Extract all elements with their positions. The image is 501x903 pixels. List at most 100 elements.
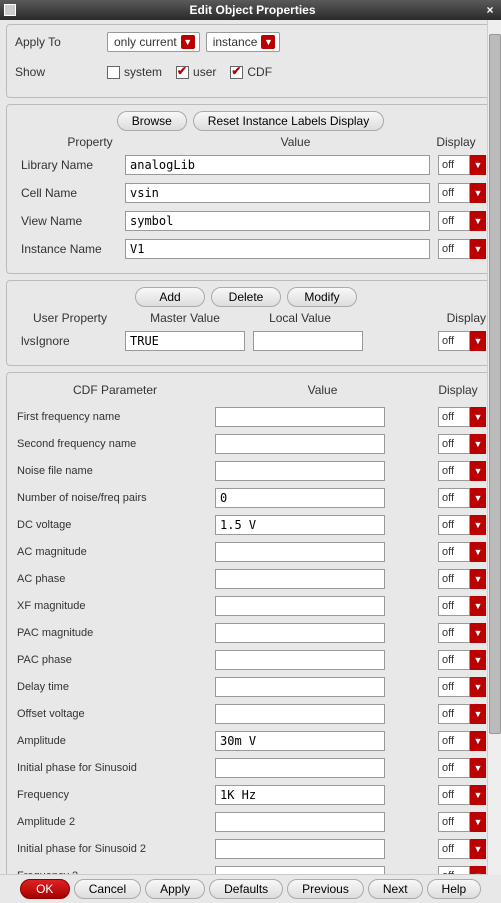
chevron-down-icon: [470, 407, 486, 427]
cdf-display-select[interactable]: off: [438, 650, 486, 670]
next-button[interactable]: Next: [368, 879, 423, 899]
delete-button[interactable]: Delete: [211, 287, 281, 307]
cdf-display-select[interactable]: off: [438, 731, 486, 751]
system-checkbox[interactable]: [107, 66, 120, 79]
cdf-input[interactable]: [215, 758, 385, 778]
chevron-down-icon: [470, 731, 486, 751]
cdf-input[interactable]: [215, 569, 385, 589]
prop-input[interactable]: [125, 239, 430, 259]
user-prop-label: lvsIgnore: [15, 334, 125, 348]
cdf-display-select[interactable]: off: [438, 569, 486, 589]
defaults-button[interactable]: Defaults: [209, 879, 283, 899]
prop-input[interactable]: [125, 183, 430, 203]
cdf-display-select[interactable]: off: [438, 515, 486, 535]
system-checkbox-label: system: [124, 65, 162, 79]
cdf-label: Initial phase for Sinusoid: [15, 762, 215, 774]
browse-button[interactable]: Browse: [117, 111, 187, 131]
reset-labels-button[interactable]: Reset Instance Labels Display: [193, 111, 384, 131]
ok-button[interactable]: OK: [20, 879, 70, 899]
scrollbar-thumb[interactable]: [489, 34, 501, 734]
bottom-button-bar: OK Cancel Apply Defaults Previous Next H…: [0, 874, 501, 903]
cdf-display-select[interactable]: off: [438, 488, 486, 508]
cdf-display-select[interactable]: off: [438, 542, 486, 562]
apply-to-instance-select[interactable]: instance: [206, 32, 281, 52]
local-value-input[interactable]: [253, 331, 363, 351]
property-panel: Browse Reset Instance Labels Display Pro…: [6, 104, 495, 274]
cdf-label: Frequency: [15, 789, 215, 801]
prop-display-select[interactable]: off: [438, 211, 486, 231]
cdf-panel: CDF Parameter Value Display First freque…: [6, 372, 495, 875]
cdf-display-select[interactable]: off: [438, 785, 486, 805]
show-label: Show: [15, 65, 107, 79]
cdf-label: Initial phase for Sinusoid 2: [15, 843, 215, 855]
master-value-input[interactable]: [125, 331, 245, 351]
cdf-input[interactable]: [215, 785, 385, 805]
cdf-display-select[interactable]: off: [438, 839, 486, 859]
apply-to-only-current-select[interactable]: only current: [107, 32, 200, 52]
header-display: Display: [426, 135, 486, 149]
close-icon[interactable]: ×: [483, 3, 497, 17]
cdf-input[interactable]: [215, 434, 385, 454]
prop-label: Library Name: [15, 158, 125, 172]
header-master-value: Master Value: [125, 311, 245, 325]
prop-display-select[interactable]: off: [438, 155, 486, 175]
apply-button[interactable]: Apply: [145, 879, 205, 899]
prop-input[interactable]: [125, 155, 430, 175]
apply-to-label: Apply To: [15, 35, 107, 49]
cdf-display-select[interactable]: off: [438, 596, 486, 616]
cdf-display-select[interactable]: off: [438, 434, 486, 454]
cdf-label: PAC magnitude: [15, 627, 215, 639]
cdf-display-select[interactable]: off: [438, 623, 486, 643]
cdf-input[interactable]: [215, 650, 385, 670]
cdf-input[interactable]: [215, 596, 385, 616]
cdf-checkbox[interactable]: [230, 66, 243, 79]
cdf-input[interactable]: [215, 704, 385, 724]
cdf-input[interactable]: [215, 731, 385, 751]
cdf-display-select[interactable]: off: [438, 812, 486, 832]
cdf-input[interactable]: [215, 812, 385, 832]
cdf-label: XF magnitude: [15, 600, 215, 612]
header-value: Value: [165, 135, 426, 149]
chevron-down-icon: [470, 650, 486, 670]
chevron-down-icon: [470, 812, 486, 832]
cdf-display-select[interactable]: off: [438, 677, 486, 697]
modify-button[interactable]: Modify: [287, 287, 357, 307]
cdf-label: Noise file name: [15, 465, 215, 477]
cdf-input[interactable]: [215, 677, 385, 697]
cdf-label: Amplitude 2: [15, 816, 215, 828]
chevron-down-icon: [470, 785, 486, 805]
window-icon: [4, 4, 16, 16]
cdf-label: AC phase: [15, 573, 215, 585]
cdf-input[interactable]: [215, 839, 385, 859]
user-prop-display-select[interactable]: off: [438, 331, 486, 351]
chevron-down-icon: [470, 155, 486, 175]
cdf-display-select[interactable]: off: [438, 758, 486, 778]
prop-display-select[interactable]: off: [438, 239, 486, 259]
cdf-input[interactable]: [215, 407, 385, 427]
previous-button[interactable]: Previous: [287, 879, 364, 899]
cdf-input[interactable]: [215, 488, 385, 508]
prop-display-select[interactable]: off: [438, 183, 486, 203]
chevron-down-icon: [470, 623, 486, 643]
cdf-input[interactable]: [215, 623, 385, 643]
cdf-label: First frequency name: [15, 411, 215, 423]
chevron-down-icon: [470, 758, 486, 778]
cdf-label: Offset voltage: [15, 708, 215, 720]
cdf-input[interactable]: [215, 461, 385, 481]
cdf-display-select[interactable]: off: [438, 461, 486, 481]
chevron-down-icon: [470, 183, 486, 203]
apply-show-panel: Apply To only current instance Show syst…: [6, 24, 495, 98]
chevron-down-icon: [181, 35, 195, 49]
header-display: Display: [430, 383, 486, 397]
cdf-display-select[interactable]: off: [438, 704, 486, 724]
user-checkbox[interactable]: [176, 66, 189, 79]
vertical-scrollbar[interactable]: [487, 20, 501, 875]
add-button[interactable]: Add: [135, 287, 205, 307]
prop-input[interactable]: [125, 211, 430, 231]
cdf-display-select[interactable]: off: [438, 407, 486, 427]
cancel-button[interactable]: Cancel: [74, 879, 141, 899]
cdf-input[interactable]: [215, 515, 385, 535]
cdf-input[interactable]: [215, 542, 385, 562]
title-bar: Edit Object Properties ×: [0, 0, 501, 20]
help-button[interactable]: Help: [427, 879, 482, 899]
